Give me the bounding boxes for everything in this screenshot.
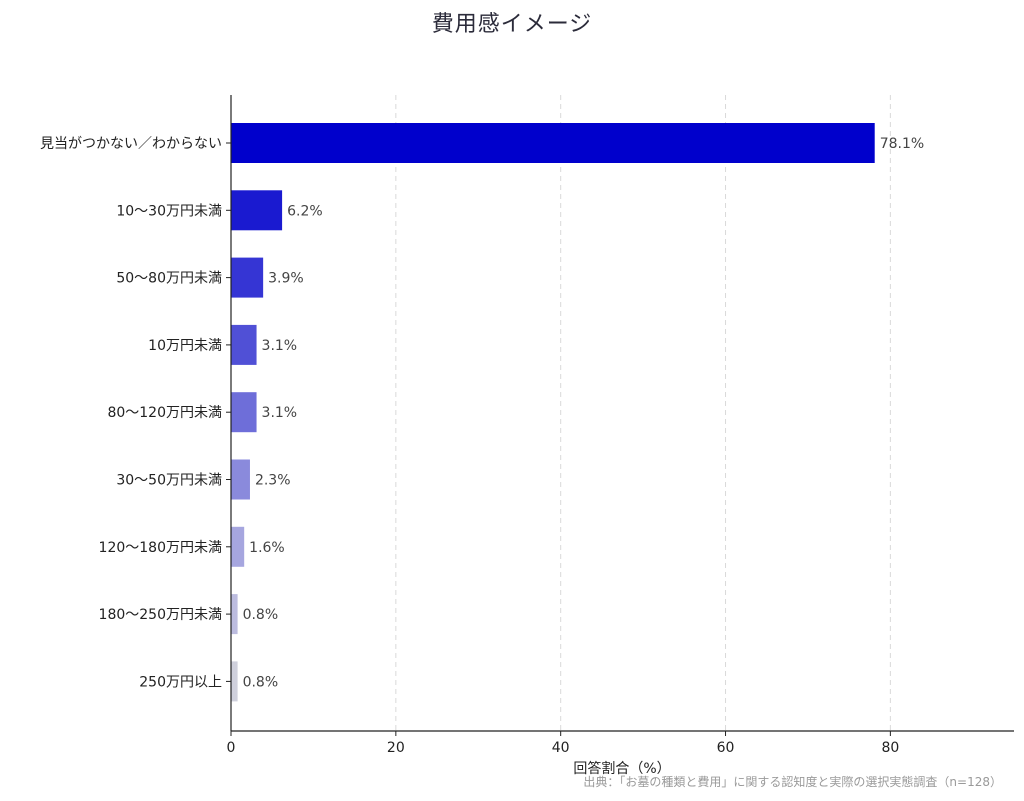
chart-title: 費用感イメージ xyxy=(431,12,593,37)
category-label: 50～80万円未満 xyxy=(116,271,222,287)
x-tick-label: 60 xyxy=(717,740,735,756)
value-label: 3.1% xyxy=(262,405,298,421)
x-tick-label: 80 xyxy=(881,740,899,756)
bar xyxy=(231,257,264,298)
source-note: 出典：「お墓の種類と費用」に関する認知度と実際の選択実態調査（n=128） xyxy=(583,775,1002,789)
value-label: 2.3% xyxy=(255,473,291,489)
bar xyxy=(231,661,238,702)
value-label: 0.8% xyxy=(243,674,279,690)
bar xyxy=(231,123,875,163)
bar xyxy=(231,594,238,635)
category-label: 80～120万円未満 xyxy=(107,405,222,421)
category-label: 180～250万円未満 xyxy=(99,607,222,623)
value-label: 3.9% xyxy=(268,271,304,287)
category-label: 120～180万円未満 xyxy=(99,540,222,556)
x-tick-label: 20 xyxy=(387,740,405,756)
value-label: 0.8% xyxy=(243,607,279,623)
value-label: 3.1% xyxy=(262,338,298,354)
category-label: 30～50万円未満 xyxy=(116,473,222,489)
x-tick-label: 40 xyxy=(552,740,570,756)
value-label: 6.2% xyxy=(287,203,323,219)
value-label: 78.1% xyxy=(880,136,924,152)
category-label: 250万円以上 xyxy=(139,674,222,690)
bar xyxy=(231,526,245,567)
category-label: 10～30万円未満 xyxy=(116,203,222,219)
bar xyxy=(231,324,257,365)
bar xyxy=(231,392,257,433)
x-axis-label: 回答割合（%） xyxy=(573,760,670,777)
value-label: 1.6% xyxy=(249,540,285,556)
x-tick-label: 0 xyxy=(227,740,236,756)
category-label: 10万円未満 xyxy=(148,338,222,354)
bar xyxy=(231,459,250,500)
category-label: 見当がつかない／わからない xyxy=(40,136,222,152)
bar xyxy=(231,190,283,231)
